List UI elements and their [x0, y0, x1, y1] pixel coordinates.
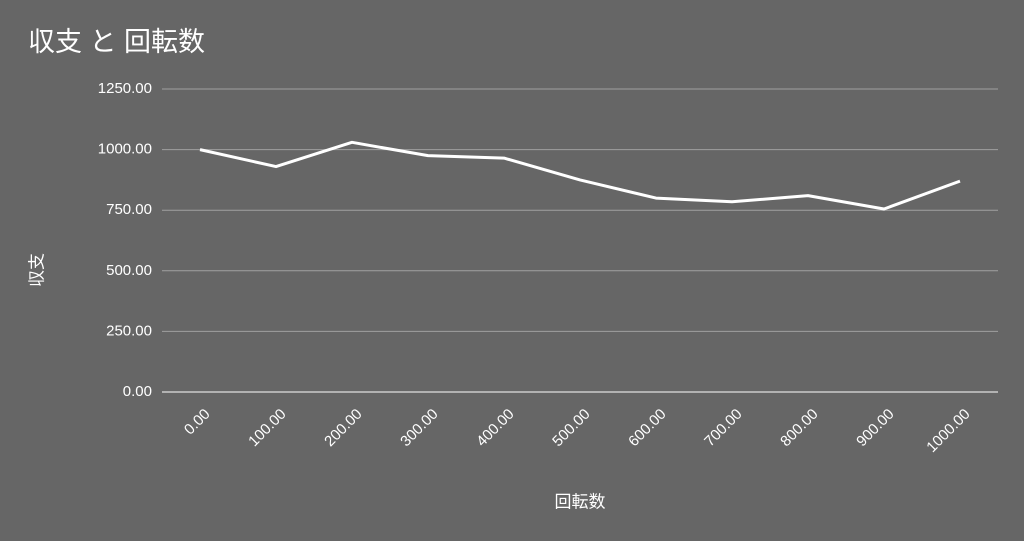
y-tick-label: 1250.00	[98, 80, 152, 97]
x-axis-label: 回転数	[555, 492, 606, 511]
y-tick-label: 250.00	[106, 322, 152, 339]
y-tick-label: 0.00	[123, 383, 152, 400]
y-axis-label: 収支	[27, 253, 46, 287]
y-tick-label: 500.00	[106, 262, 152, 279]
line	[199, 140, 961, 211]
y-tick-label: 750.00	[106, 201, 152, 218]
y-tick-label: 1000.00	[98, 141, 152, 158]
chart-title: 収支 と 回転数	[28, 27, 205, 57]
